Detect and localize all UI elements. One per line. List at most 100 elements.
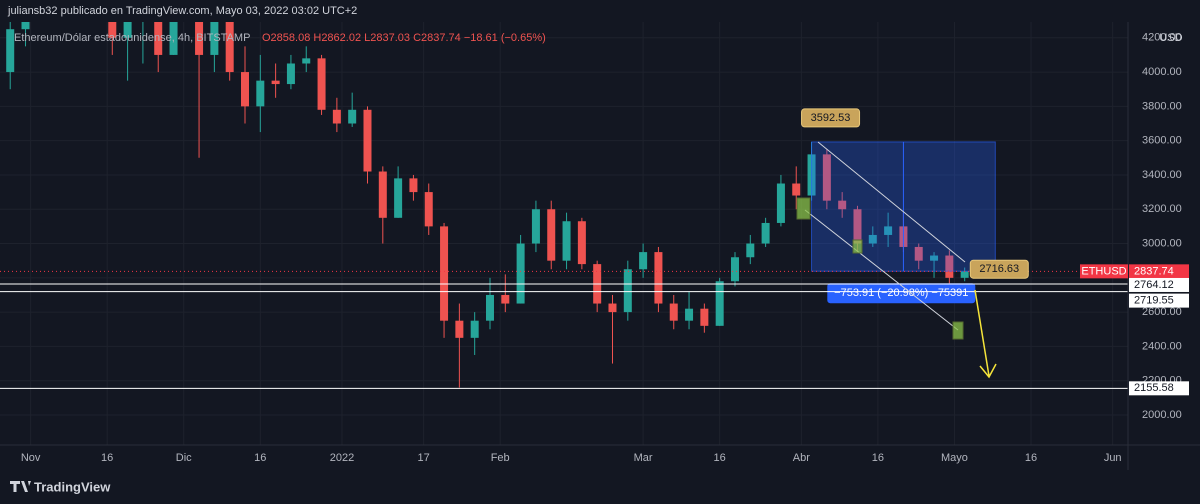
candle-body — [577, 221, 586, 265]
candle-body — [730, 257, 739, 282]
x-tick-label: 16 — [872, 452, 884, 464]
symbol-label: ETHUSD — [1081, 265, 1126, 277]
candle-body — [608, 303, 617, 313]
candle-body — [700, 308, 709, 326]
candle-body — [108, 22, 117, 38]
grid — [0, 22, 1128, 445]
candle-body — [746, 243, 755, 258]
candle-body — [271, 80, 280, 85]
footer-bar — [0, 470, 1200, 504]
price-label: 2155.58 — [1134, 382, 1174, 394]
x-tick-label: 16 — [254, 452, 266, 464]
y-tick-label: 2400.00 — [1142, 340, 1182, 352]
x-tick-label: Feb — [491, 452, 510, 464]
candle-body — [485, 294, 494, 321]
candle-body — [240, 72, 249, 107]
price-label-bg — [1129, 264, 1189, 279]
candle-body — [332, 109, 341, 124]
candle-body — [623, 269, 632, 313]
ohlc: O2858.08 H2862.02 L2837.03 C2837.74 −18.… — [262, 32, 546, 44]
candle-body — [884, 226, 893, 235]
channel-line — [804, 209, 959, 331]
candle-body — [409, 178, 418, 193]
price-label: 2837.74 — [1134, 265, 1174, 277]
candle-body — [455, 320, 464, 338]
candle-body — [853, 209, 862, 244]
candle-body — [930, 255, 939, 261]
arrow — [974, 289, 990, 377]
price-label-bg — [1129, 293, 1189, 308]
candle-body — [154, 22, 163, 55]
y-tick-label: 2000.00 — [1142, 409, 1182, 421]
header-bar — [0, 0, 1200, 22]
candle-body — [501, 294, 510, 304]
price-label-bg — [1129, 277, 1189, 292]
candle-body — [792, 183, 801, 196]
y-tick-label: 4200.00 — [1142, 32, 1182, 44]
candle-body — [470, 320, 479, 338]
x-tick-label: 16 — [101, 452, 113, 464]
currency: USD — [1159, 32, 1182, 44]
candle-body — [547, 209, 556, 261]
candle-body — [516, 243, 525, 304]
candle-body — [914, 246, 923, 261]
drawings — [796, 141, 997, 379]
candle-body — [838, 200, 847, 210]
y-tick-label: 4000.00 — [1142, 66, 1182, 78]
price-label: 2719.55 — [1134, 295, 1174, 307]
symbol-label-bg — [1080, 264, 1128, 279]
candle-body — [562, 221, 571, 261]
callout-bg — [801, 108, 861, 128]
arrow-head — [979, 363, 997, 379]
candle-body — [822, 154, 831, 201]
measure-label: −753.91 (−20.98%) −75391 — [834, 287, 968, 299]
marker-box — [952, 321, 964, 340]
x-tick-label: 17 — [418, 452, 430, 464]
candle-body — [123, 22, 132, 38]
channel-line — [817, 141, 966, 263]
candle-body — [21, 22, 30, 30]
candle-body — [378, 171, 387, 218]
candle-body — [286, 63, 295, 85]
marker-box — [852, 239, 863, 254]
footer-brand: TradingView — [34, 479, 111, 494]
candle-body — [531, 209, 540, 244]
x-tick-label: Nov — [21, 452, 41, 464]
price-label: 2764.12 — [1134, 279, 1174, 291]
candle-body — [317, 58, 326, 110]
candle-body — [302, 58, 311, 64]
candle-body — [225, 22, 234, 73]
y-tick-label: 3600.00 — [1142, 135, 1182, 147]
candle-body — [169, 22, 178, 55]
measure-label-bg — [827, 283, 976, 304]
candle-body — [348, 109, 357, 124]
x-tick-label: Dic — [176, 452, 192, 464]
axes: 2000.002200.002400.002600.002800.003000.… — [21, 32, 1189, 464]
candle-body — [639, 252, 648, 270]
candle-body — [195, 22, 204, 55]
x-tick-label: 16 — [714, 452, 726, 464]
price-label-bg — [1129, 381, 1189, 396]
y-tick-label: 2600.00 — [1142, 306, 1182, 318]
candle-body — [210, 22, 219, 55]
x-tick-label: Mar — [634, 452, 653, 464]
candle-body — [685, 308, 694, 321]
candle-body — [669, 303, 678, 321]
candle-body — [6, 29, 15, 73]
callout-label: 2716.63 — [979, 263, 1019, 275]
y-tick-label: 3800.00 — [1142, 100, 1182, 112]
candle-body — [654, 252, 663, 304]
callout-bg — [969, 259, 1029, 279]
candle-body — [256, 80, 265, 107]
candle-body — [960, 271, 969, 278]
x-tick-label: Abr — [793, 452, 810, 464]
candle-body — [440, 226, 449, 321]
x-tick-label: Jun — [1104, 452, 1122, 464]
marker-box — [796, 197, 811, 220]
candle-body — [363, 109, 372, 172]
callout-label: 3592.53 — [811, 112, 851, 124]
candle-body — [424, 192, 433, 227]
header: juliansb32 publicado en TradingView.com,… — [7, 5, 357, 17]
